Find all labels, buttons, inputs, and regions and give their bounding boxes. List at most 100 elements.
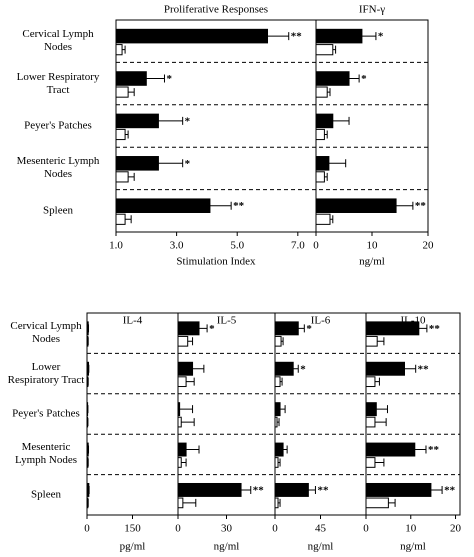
panel-frame bbox=[86, 312, 179, 516]
error-bar bbox=[298, 324, 305, 333]
error-bar bbox=[181, 458, 187, 467]
x-axis-label: pg/ml bbox=[120, 541, 146, 553]
bar bbox=[86, 361, 90, 376]
x-tick-label: 20 bbox=[423, 240, 435, 252]
error-bar bbox=[376, 405, 388, 414]
x-axis-label: ng/ml bbox=[400, 541, 426, 553]
error-bar bbox=[267, 32, 290, 41]
bar bbox=[177, 335, 189, 347]
error-bar bbox=[308, 485, 316, 494]
error-bar bbox=[374, 418, 387, 427]
x-axis-label: ng/ml bbox=[214, 541, 240, 553]
bar bbox=[365, 442, 416, 457]
panel-title: IFN-γ bbox=[359, 4, 385, 16]
error-bar bbox=[186, 445, 200, 454]
bar bbox=[274, 402, 281, 417]
bar bbox=[365, 482, 432, 497]
bar bbox=[115, 171, 129, 183]
category-label: Lower Respiratory Tract bbox=[16, 70, 100, 96]
significance-mark: * bbox=[185, 158, 191, 170]
significance-mark: ** bbox=[317, 484, 329, 496]
error-bar bbox=[158, 116, 184, 125]
category-label: Spleen bbox=[31, 488, 61, 501]
error-bar bbox=[374, 377, 380, 386]
bar bbox=[315, 28, 363, 44]
significance-mark: * bbox=[378, 31, 384, 43]
significance-mark: ** bbox=[428, 444, 440, 456]
bar bbox=[315, 113, 334, 129]
error-bar bbox=[324, 172, 328, 181]
significance-mark: ** bbox=[415, 200, 427, 212]
error-bar bbox=[293, 364, 299, 373]
significance-mark: ** bbox=[233, 200, 245, 212]
category-label: Cervical Lymph Nodes bbox=[22, 28, 94, 54]
bar bbox=[274, 482, 309, 497]
error-bar bbox=[128, 88, 135, 97]
x-axis-label: Stimulation Index bbox=[176, 256, 256, 268]
bar bbox=[274, 497, 279, 509]
bar bbox=[177, 457, 182, 468]
error-bar bbox=[209, 201, 232, 210]
bar bbox=[274, 335, 282, 347]
significance-mark: ** bbox=[253, 484, 265, 496]
error-bar bbox=[125, 215, 132, 224]
x-axis-label: ng/ml bbox=[308, 541, 334, 553]
error-bar bbox=[388, 498, 396, 507]
x-tick-label: 45 bbox=[315, 523, 327, 535]
significance-mark: ** bbox=[291, 31, 303, 43]
significance-mark: ** bbox=[418, 363, 430, 375]
category-label: Peyer's Patches bbox=[12, 407, 80, 420]
error-bar bbox=[414, 445, 427, 454]
panel-title: IL-5 bbox=[217, 315, 237, 327]
error-bar bbox=[241, 485, 252, 494]
bar bbox=[365, 321, 420, 336]
x-tick-label: 7.0 bbox=[291, 240, 305, 252]
bar bbox=[274, 442, 284, 457]
significance-mark: * bbox=[209, 323, 215, 335]
error-bar bbox=[277, 418, 280, 427]
bar bbox=[365, 335, 378, 347]
error-bar bbox=[280, 405, 286, 414]
x-tick-label: 10 bbox=[367, 240, 379, 252]
bar bbox=[177, 482, 242, 497]
significance-mark: * bbox=[306, 323, 312, 335]
category-label: Spleen bbox=[43, 204, 73, 217]
error-bar bbox=[374, 458, 385, 467]
x-tick-label: 20 bbox=[450, 523, 462, 535]
x-tick-label: 0 bbox=[272, 523, 278, 535]
error-bar bbox=[330, 215, 334, 224]
panel-title: Proliferative Responses bbox=[164, 4, 268, 16]
significance-mark: * bbox=[300, 363, 306, 375]
error-bar bbox=[327, 88, 331, 97]
bar bbox=[115, 198, 211, 213]
significance-mark: * bbox=[185, 115, 191, 127]
error-bar bbox=[361, 32, 377, 41]
x-tick-label: 5.0 bbox=[230, 240, 244, 252]
error-bar bbox=[125, 130, 129, 139]
bar bbox=[365, 376, 376, 388]
error-bar bbox=[280, 377, 283, 386]
bar bbox=[177, 402, 181, 417]
bar bbox=[86, 482, 90, 497]
error-bar bbox=[199, 324, 208, 333]
bar bbox=[315, 213, 331, 225]
significance-mark: ** bbox=[444, 484, 456, 496]
significance-mark: * bbox=[166, 73, 172, 85]
category-label: Peyer's Patches bbox=[24, 119, 92, 132]
error-bar bbox=[278, 498, 281, 507]
bar bbox=[274, 361, 294, 376]
x-tick-label: 150 bbox=[124, 523, 141, 535]
error-bar bbox=[328, 159, 347, 168]
bar bbox=[315, 128, 325, 141]
x-tick-label: 30 bbox=[221, 523, 233, 535]
error-bar bbox=[332, 45, 337, 54]
bar bbox=[365, 497, 389, 509]
error-bar bbox=[349, 74, 360, 83]
significance-mark: ** bbox=[429, 323, 441, 335]
category-label: Mesenteric Lymph Nodes bbox=[14, 441, 78, 467]
bar bbox=[274, 416, 278, 428]
error-bar bbox=[377, 337, 385, 346]
x-tick-label: 0 bbox=[363, 523, 369, 535]
error-bar bbox=[186, 377, 195, 386]
